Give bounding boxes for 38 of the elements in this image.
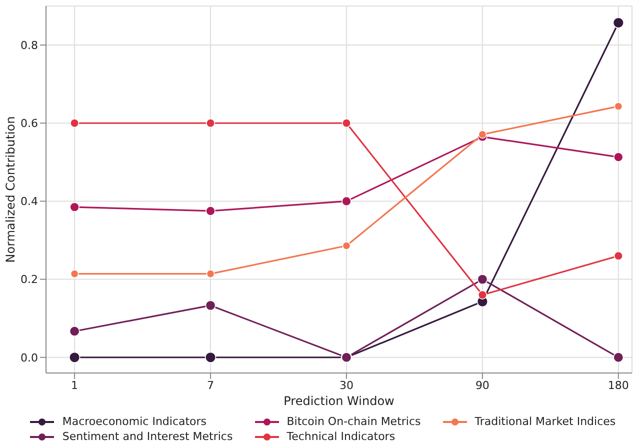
point [342, 196, 352, 206]
legend-label: Bitcoin On-chain Metrics [286, 415, 421, 428]
y-tick-label: 0.6 [20, 117, 38, 130]
y-tick-label: 0.0 [20, 351, 38, 364]
y-axis-title: Normalized Contribution [3, 116, 18, 263]
point [70, 202, 80, 212]
legend-label: Macroeconomic Indicators [62, 415, 207, 428]
point [614, 102, 623, 111]
point [614, 251, 623, 260]
point [613, 352, 624, 363]
x-tick-label: 180 [608, 378, 629, 392]
point [206, 206, 216, 216]
point [205, 300, 216, 311]
point [614, 152, 624, 162]
point [477, 274, 488, 285]
point [478, 290, 487, 300]
point [342, 118, 352, 128]
x-tick-label: 7 [207, 378, 214, 392]
x-tick-label: 90 [475, 378, 490, 392]
y-tick-label: 0.8 [20, 38, 38, 52]
x-tick-label: 30 [339, 378, 354, 392]
legend-label: Technical Indicators [286, 430, 396, 443]
point [70, 118, 80, 128]
x-axis-title: Prediction Window [284, 394, 395, 408]
point [478, 130, 487, 139]
legend-label: Sentiment and Interest Metrics [62, 430, 233, 443]
y-tick-label: 0.2 [20, 273, 38, 286]
point [206, 270, 215, 278]
point [342, 242, 351, 250]
x-tick-label: 1 [71, 378, 78, 392]
point [204, 352, 216, 363]
y-tick-label: 0.4 [20, 195, 38, 208]
point [206, 118, 216, 128]
point [70, 270, 79, 278]
legend-label: Traditional Market Indices [474, 415, 616, 428]
point [69, 326, 80, 336]
point [68, 352, 80, 363]
point [612, 17, 624, 28]
